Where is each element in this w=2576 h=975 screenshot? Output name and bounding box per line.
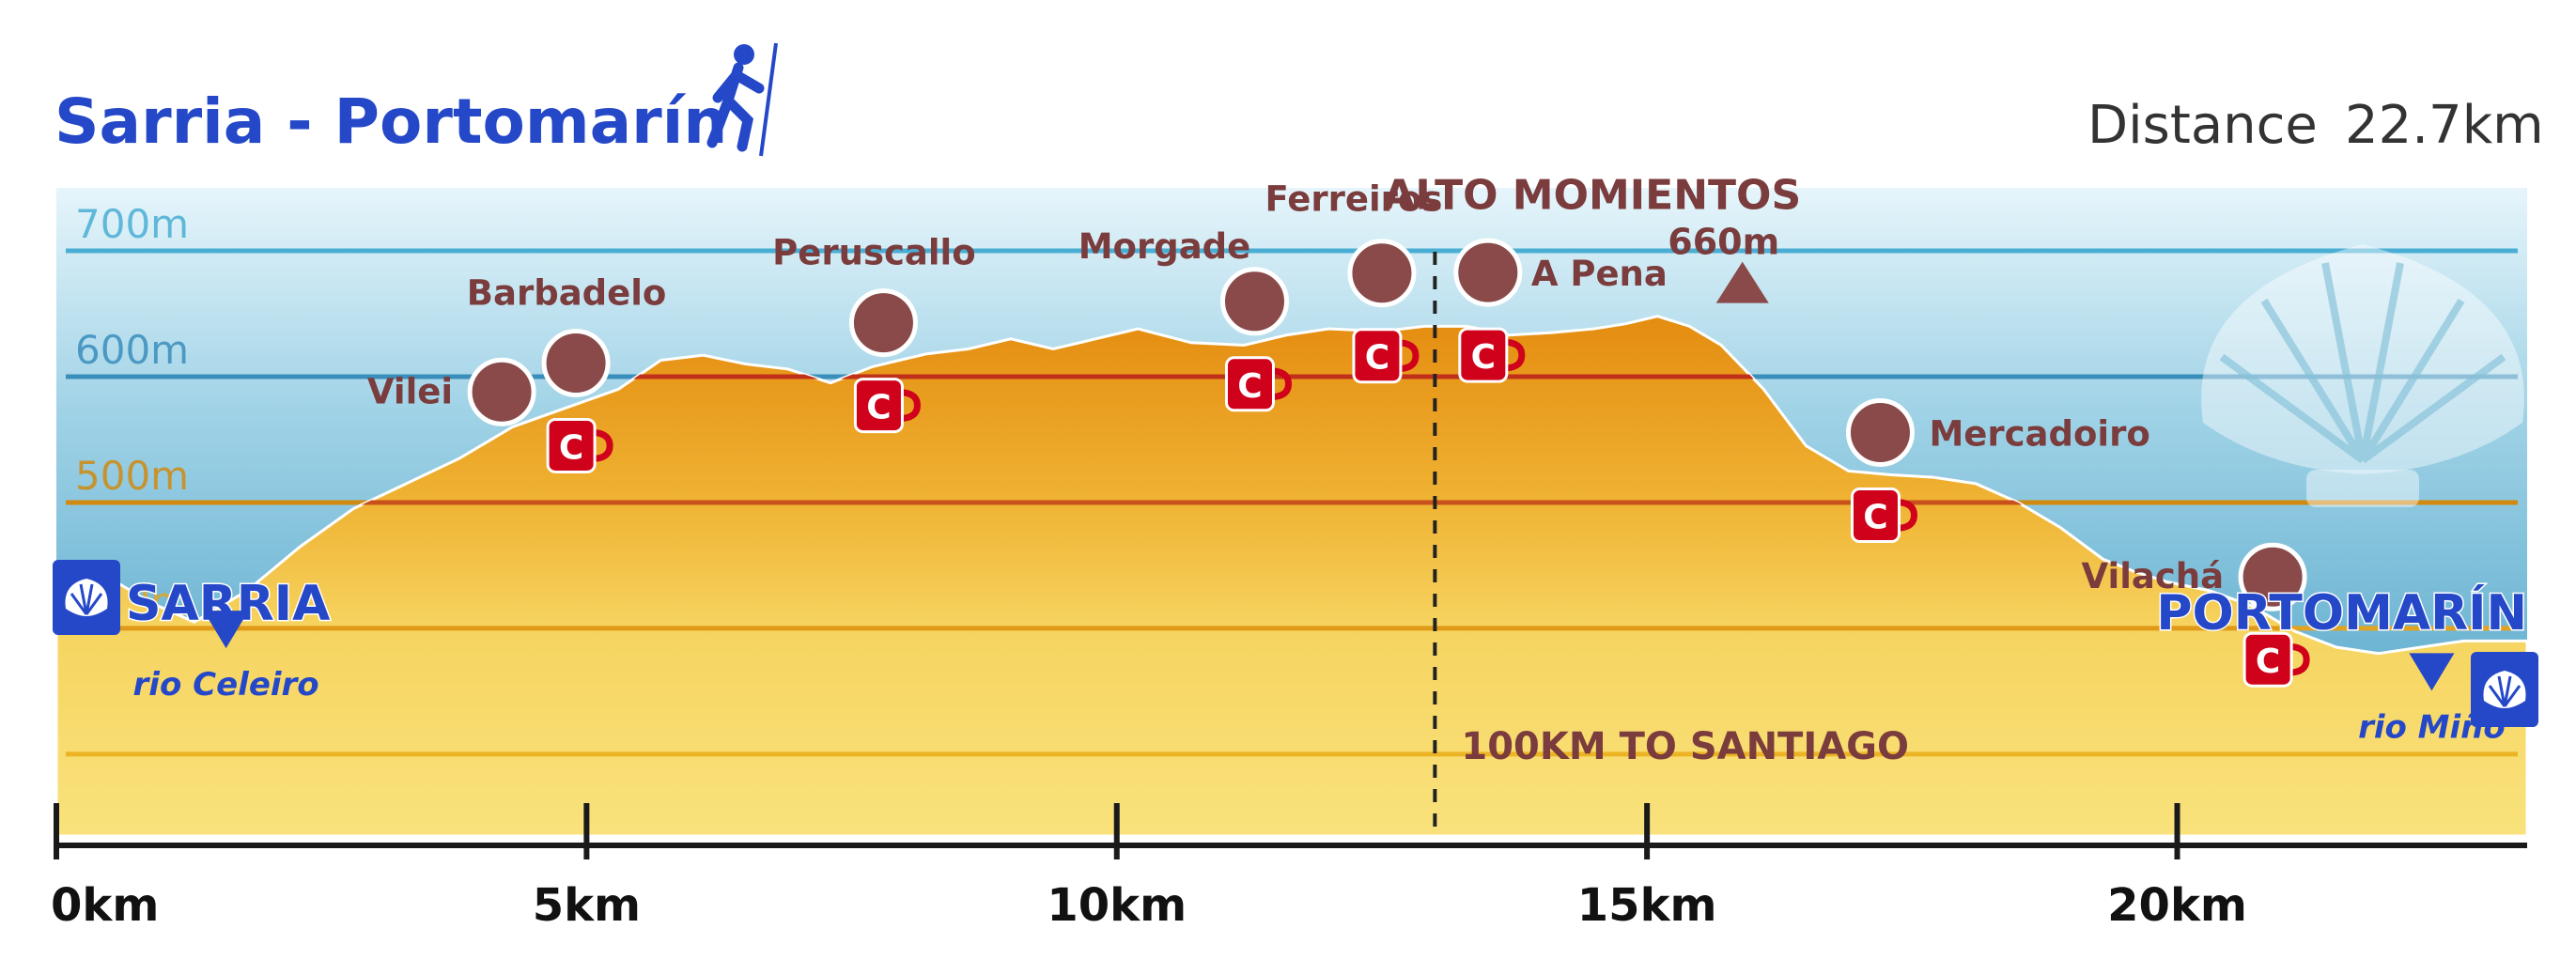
river-marker-icon [203, 611, 249, 649]
route-marks: VileiBarbadeloCPeruscalloCMorgadeCFerrei… [53, 172, 2538, 746]
svg-text:C: C [559, 428, 583, 467]
stop-marker [1347, 239, 1417, 308]
hiker-icon [706, 42, 778, 157]
y-tick-label: 500m [75, 453, 189, 499]
coffee-cup-icon: C [853, 378, 921, 434]
scallop-shell-icon [2471, 652, 2538, 727]
town-sarria: SARRIA [53, 560, 332, 635]
coffee-cup-icon: C [1352, 328, 1420, 384]
svg-text:C: C [2256, 642, 2280, 681]
scallop-shell-icon [53, 560, 120, 635]
stop-label: A Pena [1531, 254, 1668, 294]
x-tick-label: 5km [533, 879, 641, 932]
stop-label: Barbadelo [467, 272, 667, 313]
stop-marker [1219, 267, 1289, 336]
stop-vilei: Vilei [367, 357, 536, 426]
stop-barbadelo: Barbadelo C [467, 272, 667, 473]
milestone-label: 100KM TO SANTIAGO [1461, 725, 1909, 768]
summit-triangle-icon [1715, 261, 1769, 303]
stop-marker [2238, 542, 2307, 611]
stop-peruscallo: Peruscallo C [772, 233, 976, 434]
x-axis-ticks: 0km 5km 10km 15km 20km [51, 803, 2247, 932]
stop-vilachá: Vilachá C [2082, 542, 2310, 688]
terrain-area [56, 315, 2527, 838]
summit-altitude: 660m [1668, 222, 1779, 263]
stop-label: Ferreiros [1265, 179, 1443, 220]
stop-marker [541, 328, 611, 397]
coffee-cup-icon: C [1458, 327, 1526, 383]
stop-ferreiros: Ferreiros C [1265, 179, 1443, 384]
stop-marker [467, 357, 536, 426]
stop-marker [848, 288, 918, 358]
x-tick-label: 20km [2107, 879, 2247, 932]
coffee-cup-icon: C [2242, 631, 2310, 688]
river-marker-icon [2409, 653, 2455, 691]
stop-a-pena: A Pena C [1453, 238, 1668, 383]
stop-label: Peruscallo [772, 233, 976, 273]
svg-text:C: C [1471, 338, 1496, 377]
stop-label: Morgade [1079, 226, 1251, 267]
terrain-profile [56, 315, 2527, 838]
coffee-cup-icon: C [546, 417, 613, 473]
svg-text:C: C [1365, 339, 1389, 378]
coffee-cup-icon: C [1850, 487, 1917, 543]
stop-morgade: Morgade C [1079, 226, 1292, 412]
river-label: rio Celeiro [133, 666, 319, 704]
stop-mercadoiro: Mercadoiro C [1845, 397, 2150, 543]
town-portomarin: PORTOMARÍN [2155, 583, 2538, 727]
stop-marker [1845, 397, 1915, 467]
stop-label: Mercadoiro [1929, 413, 2149, 454]
distance-label: Distance [2087, 95, 2318, 156]
stop-label: Vilachá [2082, 556, 2225, 596]
coffee-cup-icon: C [1224, 356, 1292, 412]
x-tick-label: 15km [1577, 879, 1717, 932]
stop-label: Vilei [367, 371, 453, 411]
svg-text:C: C [1863, 498, 1887, 536]
river-celeiro: rio Celeiro [133, 611, 319, 704]
y-tick-label: 700m [75, 201, 189, 247]
page-title: Sarria - Portomarín [54, 85, 727, 158]
river-label: rio Miño [2358, 708, 2506, 746]
stop-marker [1453, 238, 1523, 307]
svg-text:C: C [1237, 367, 1262, 406]
scallop-shell-icon [2201, 244, 2524, 507]
svg-text:C: C [866, 389, 891, 427]
river-mino: rio Miño [2358, 653, 2506, 746]
milestone-100km: 100KM TO SANTIAGO [1433, 252, 1909, 827]
distance-value: 22.7km [2345, 95, 2544, 156]
town-label: PORTOMARÍN [2156, 584, 2527, 642]
x-tick-label: 10km [1047, 879, 1187, 932]
y-tick-label: 600m [75, 327, 189, 373]
x-tick-label: 0km [51, 879, 159, 932]
summit-name: ALTO MOMIENTOS [1383, 172, 1801, 220]
